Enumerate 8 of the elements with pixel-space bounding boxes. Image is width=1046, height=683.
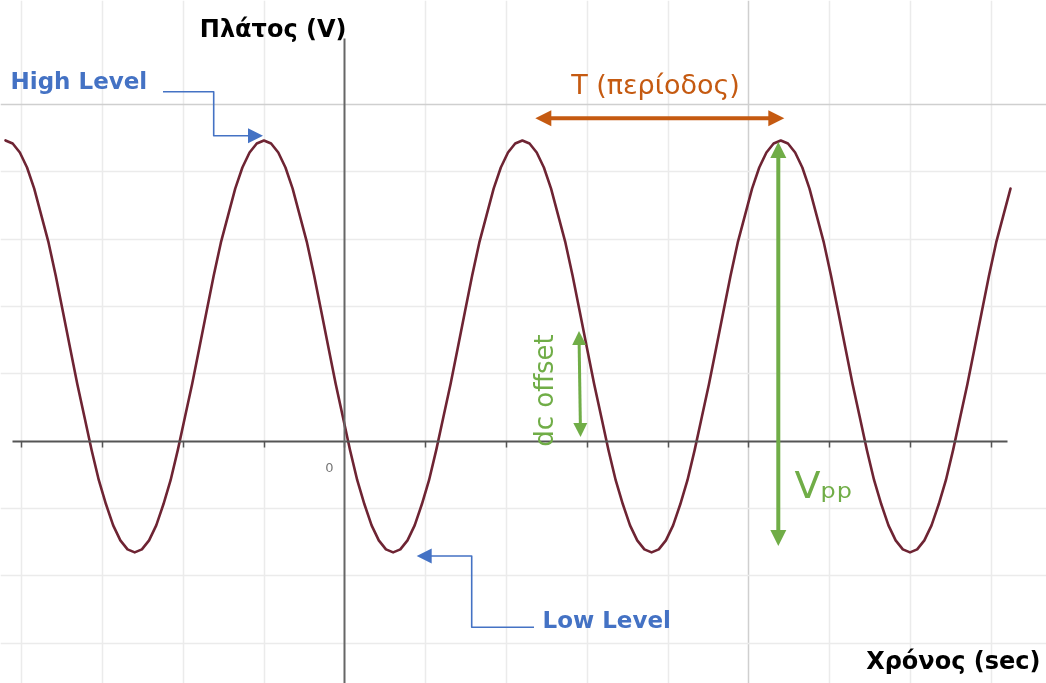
annotation: dc offset — [528, 334, 559, 447]
text: High Level — [10, 67, 148, 94]
text: Low Level — [542, 606, 671, 633]
annotation: 0 — [325, 460, 334, 475]
annotation: Vₚₚ — [794, 462, 854, 507]
y-axis-title: Πλάτος (V) — [199, 14, 347, 43]
x-axis-title: Χρόνος (sec) — [866, 646, 1041, 675]
text: T (περίοδος) — [570, 69, 740, 100]
